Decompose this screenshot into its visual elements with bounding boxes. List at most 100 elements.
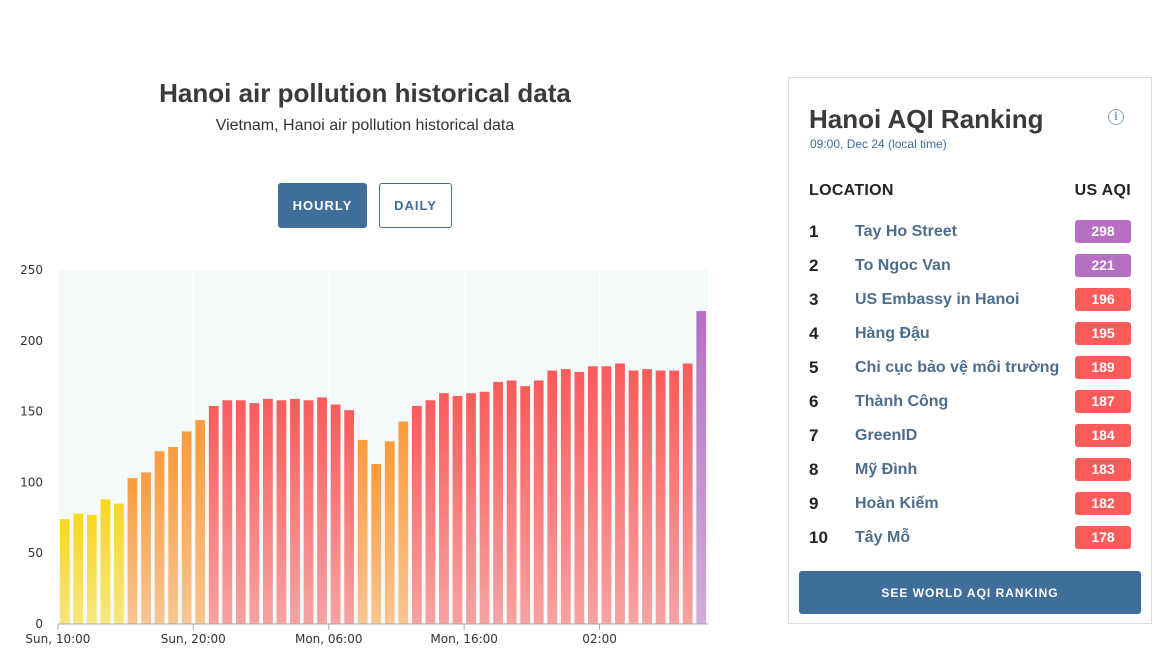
aqi-bar[interactable]	[141, 472, 151, 624]
location-name-link[interactable]: To Ngoc Van	[855, 257, 951, 274]
see-world-ranking-button[interactable]: SEE WORLD AQI RANKING	[799, 571, 1141, 614]
ranking-title: Hanoi AQI Ranking	[809, 104, 1044, 134]
ranking-row[interactable]: 4 Hàng Đậu 195	[789, 320, 1151, 354]
aqi-bar[interactable]	[547, 370, 558, 624]
aqi-ranking-panel: Hanoi AQI Ranking i 09:00, Dec 24 (local…	[788, 77, 1152, 624]
location-name-link[interactable]: GreenID	[855, 427, 918, 444]
ranking-row[interactable]: 2 To Ngoc Van 221	[789, 252, 1151, 286]
location-name-link[interactable]: Thành Công	[855, 393, 949, 410]
location-column-header: LOCATION	[809, 182, 894, 199]
x-tick-label: Sun, 10:00	[25, 632, 90, 646]
aqi-bar[interactable]	[168, 447, 178, 624]
aqi-bar[interactable]	[520, 386, 531, 624]
aqi-bar[interactable]	[127, 478, 138, 624]
aqi-bar[interactable]	[642, 369, 652, 624]
aqi-bar[interactable]	[411, 405, 422, 624]
daily-tab-button[interactable]: DAILY	[379, 183, 452, 228]
aqi-bar[interactable]	[330, 404, 341, 624]
aqi-bar[interactable]	[235, 400, 246, 624]
aqi-badge: 195	[1075, 322, 1131, 345]
aqi-bar[interactable]	[506, 380, 517, 624]
aqi-bar[interactable]	[276, 400, 287, 624]
ranking-row[interactable]: 7 GreenID 184	[789, 422, 1151, 456]
aqi-bar[interactable]	[263, 398, 273, 624]
location-name-link[interactable]: Hàng Đậu	[855, 325, 930, 342]
aqi-bar[interactable]	[655, 370, 666, 624]
rank-number: 6	[809, 392, 819, 411]
aqi-bar[interactable]	[208, 405, 219, 624]
aqi-column-header: US AQI	[1074, 182, 1131, 199]
aqi-bar[interactable]	[398, 421, 409, 624]
ranking-row[interactable]: 5 Chi cục bảo vệ môi trường 189	[789, 354, 1151, 388]
x-tick-label: Mon, 06:00	[295, 632, 363, 646]
location-name-link[interactable]: Hoàn Kiếm	[855, 495, 939, 512]
aqi-bar[interactable]	[466, 393, 476, 624]
y-tick-label: 250	[20, 263, 43, 277]
ranking-row[interactable]: 3 US Embassy in Hanoi 196	[789, 286, 1151, 320]
aqi-bar[interactable]	[384, 441, 395, 624]
aqi-bar[interactable]	[533, 380, 544, 624]
aqi-bar[interactable]	[73, 513, 84, 624]
rank-number: 9	[809, 494, 819, 513]
hourly-tab-button[interactable]: HOURLY	[278, 183, 367, 228]
aqi-bar[interactable]	[588, 366, 598, 624]
aqi-bar[interactable]	[154, 451, 165, 624]
aqi-badge: 189	[1075, 356, 1131, 379]
aqi-bar[interactable]	[615, 363, 625, 624]
aqi-bar[interactable]	[290, 398, 300, 624]
rank-number: 4	[809, 324, 819, 343]
aqi-bar[interactable]	[439, 393, 449, 624]
ranking-row[interactable]: 8 Mỹ Đình 183	[789, 456, 1151, 490]
y-tick-label: 100	[20, 475, 43, 489]
aqi-bar[interactable]	[669, 370, 680, 624]
location-name-link[interactable]: Tay Ho Street	[855, 223, 957, 240]
aqi-bar[interactable]	[601, 366, 612, 624]
aqi-bar[interactable]	[303, 400, 314, 624]
aqi-badge: 196	[1075, 288, 1131, 311]
ranking-row[interactable]: 1 Tay Ho Street 298	[789, 218, 1151, 252]
aqi-bar[interactable]	[195, 420, 206, 624]
aqi-bar[interactable]	[479, 391, 490, 624]
aqi-bar[interactable]	[371, 463, 382, 624]
rank-number: 1	[809, 222, 819, 241]
aqi-bar[interactable]	[628, 370, 639, 624]
ranking-row[interactable]: 6 Thành Công 187	[789, 388, 1151, 422]
aqi-bar[interactable]	[222, 400, 233, 624]
rank-number: 8	[809, 460, 819, 479]
aqi-bar[interactable]	[560, 369, 571, 624]
aqi-badge: 182	[1075, 492, 1131, 515]
info-icon[interactable]: i	[1108, 109, 1124, 125]
history-section: Hanoi air pollution historical data Viet…	[20, 78, 708, 646]
aqi-bar[interactable]	[357, 439, 368, 624]
aqi-bar[interactable]	[100, 499, 111, 624]
aqi-bar[interactable]	[114, 503, 124, 624]
aqi-bar[interactable]	[574, 371, 585, 624]
location-name-link[interactable]: Tây Mỗ	[855, 529, 911, 546]
aqi-bar[interactable]	[86, 514, 97, 624]
x-tick-label: Mon, 16:00	[430, 632, 498, 646]
aqi-bar[interactable]	[682, 363, 693, 624]
rank-number: 2	[809, 256, 819, 275]
aqi-bar[interactable]	[696, 311, 707, 624]
aqi-bar[interactable]	[181, 431, 192, 624]
aqi-badge: 187	[1075, 390, 1131, 413]
ranking-row[interactable]: 9 Hoàn Kiếm 182	[789, 490, 1151, 524]
y-tick-label: 150	[20, 405, 43, 419]
location-name-link[interactable]: Chi cục bảo vệ môi trường	[855, 359, 1060, 376]
aqi-bar[interactable]	[249, 403, 260, 624]
page-subtitle: Vietnam, Hanoi air pollution historical …	[215, 117, 515, 134]
page-title: Hanoi air pollution historical data	[159, 78, 571, 108]
aqi-badge: 221	[1075, 254, 1131, 277]
location-name-link[interactable]: US Embassy in Hanoi	[855, 291, 1020, 308]
ranking-row[interactable]: 10 Tây Mỗ 178	[789, 524, 1151, 558]
aqi-bar[interactable]	[493, 381, 503, 624]
x-tick-label: Sun, 20:00	[161, 632, 226, 646]
ranking-list: 1 Tay Ho Street 298 2 To Ngoc Van 221 3 US Emba…	[789, 218, 1151, 558]
aqi-bar[interactable]	[59, 519, 70, 624]
aqi-bar[interactable]	[344, 410, 355, 624]
aqi-bar[interactable]	[317, 397, 327, 624]
aqi-bar[interactable]	[425, 400, 436, 624]
location-name-link[interactable]: Mỹ Đình	[855, 461, 918, 478]
rank-number: 5	[809, 358, 819, 377]
aqi-bar[interactable]	[452, 396, 463, 624]
